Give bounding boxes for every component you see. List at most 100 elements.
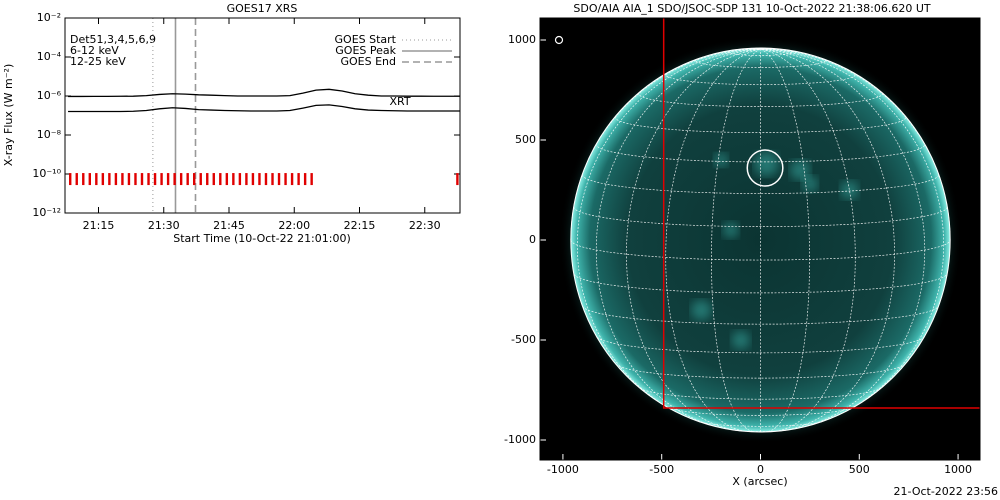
plot-frame <box>539 17 981 461</box>
active-region <box>840 181 859 199</box>
xrt-observation <box>186 173 189 186</box>
heliographic-grid <box>760 48 926 430</box>
heliographic-grid <box>639 387 882 400</box>
y-tick-label: 10⁻⁶ <box>37 89 62 102</box>
xrt-label: XRT <box>389 95 410 108</box>
legend-label: AIA flare location <box>567 33 661 46</box>
xrt-fov <box>662 18 980 409</box>
legend-symbol <box>554 35 564 45</box>
heliographic-grid <box>698 421 823 427</box>
heliographic-grid <box>595 48 761 430</box>
heliographic-grid <box>727 49 794 56</box>
heliographic-grid <box>582 306 939 325</box>
xrt-observation <box>140 173 144 186</box>
legend-label: GOES Start <box>335 33 397 46</box>
heliographic-grid <box>665 48 761 432</box>
xrt-observation <box>225 173 229 186</box>
xrt-observation <box>199 173 202 186</box>
heliographic-grid <box>576 48 761 417</box>
xrt-observation <box>232 173 235 186</box>
xrt-observation <box>179 173 183 186</box>
xrt-observation <box>101 173 105 186</box>
active-region <box>691 300 712 320</box>
x-tick-label: 1000 <box>944 463 972 476</box>
x-tick-label: -1000 <box>547 463 579 476</box>
xrt-observation <box>258 173 261 186</box>
xrt-observation <box>153 173 157 186</box>
xrt-observation <box>95 173 98 186</box>
xrt-observation <box>121 173 124 186</box>
flux-curve <box>68 88 460 98</box>
y-tick-label: 10⁻² <box>37 11 61 24</box>
legend-label: GOES Peak <box>335 44 396 57</box>
heliographic-grid <box>626 48 761 432</box>
xrt-observation <box>264 173 268 186</box>
xrt-observation <box>456 173 459 186</box>
xrt-observation <box>173 173 176 186</box>
xrt-observation <box>160 173 163 186</box>
detectors-label: Det51,3,4,5,6,9 <box>70 33 156 46</box>
goes-panel: GOES17 XRS Start Time (10-Oct-22 21:01:0… <box>2 2 461 245</box>
y-tick-label: 10⁻¹⁰ <box>32 167 61 180</box>
chart-title: SDO/AIA AIA_1 SDO/JSOC-SDP 131 10-Oct-20… <box>573 2 931 15</box>
y-tick-label: 1000 <box>508 33 536 46</box>
xrt-observation <box>206 173 209 186</box>
xrt-observation <box>284 173 287 186</box>
heliographic-grid <box>573 273 948 294</box>
xrt-observation <box>88 173 91 186</box>
solar-limb <box>570 47 951 433</box>
y-tick-label: 10⁻⁴ <box>37 50 62 63</box>
heliographic-grid <box>695 58 826 68</box>
xrt-observation <box>127 173 131 186</box>
xrt-observation <box>297 173 300 186</box>
xrt-observation <box>238 173 242 186</box>
heliographic-grid <box>667 407 854 416</box>
xrt-observation <box>290 173 294 186</box>
active-region <box>722 222 739 238</box>
flux-curve <box>68 104 460 113</box>
fov-label: XRT FOV <box>552 422 599 435</box>
heliographic-grid <box>760 48 945 417</box>
active-region <box>713 153 728 167</box>
xrt-observation <box>114 173 118 186</box>
xrt-observations <box>69 173 459 186</box>
xrt-observation <box>277 173 281 186</box>
x-tick-label: 21:30 <box>148 219 180 232</box>
heliographic-grid <box>573 206 948 227</box>
xrt-observation <box>147 173 150 186</box>
heliographic-grid <box>615 364 906 379</box>
xrt-observation <box>271 173 274 186</box>
y-tick-label: 10⁻⁸ <box>37 128 62 141</box>
x-tick-label: -500 <box>649 463 674 476</box>
heliographic-grid <box>638 92 883 107</box>
timestamp: 21-Oct-2022 23:56 <box>894 485 998 498</box>
x-tick-label: 500 <box>849 463 870 476</box>
heliographic-grid <box>760 48 856 432</box>
curves <box>68 88 460 113</box>
plot-frame <box>64 17 461 214</box>
x-tick-label: 22:15 <box>344 219 376 232</box>
active-region <box>731 331 750 349</box>
xrt-observation <box>82 173 85 186</box>
legend-label: GOES End <box>340 55 396 68</box>
x-tick-label: 22:30 <box>409 219 441 232</box>
sun-disk <box>570 48 951 432</box>
flare-location <box>746 149 784 187</box>
y-tick-label: -500 <box>511 333 536 346</box>
band-label: 12-25 keV <box>70 55 126 68</box>
x-axis-label: X (arcsec) <box>732 475 787 488</box>
x-axis-label: Start Time (10-Oct-22 21:01:00) <box>173 232 351 245</box>
xrt-observation <box>251 173 255 186</box>
xrt-observation <box>212 173 215 186</box>
sun-image <box>559 18 980 444</box>
aia-panel: SDO/AIA AIA_1 SDO/JSOC-SDP 131 10-Oct-20… <box>504 2 998 498</box>
heliographic-grid <box>581 174 940 194</box>
xrt-observation <box>166 173 170 186</box>
xrt-observation <box>69 173 72 186</box>
x-tick-label: 21:45 <box>213 219 245 232</box>
chart-title: GOES17 XRS <box>227 2 298 15</box>
y-tick-label: 0 <box>529 233 536 246</box>
y-tick-label: -1000 <box>504 433 536 446</box>
xrt-observation <box>245 173 248 186</box>
